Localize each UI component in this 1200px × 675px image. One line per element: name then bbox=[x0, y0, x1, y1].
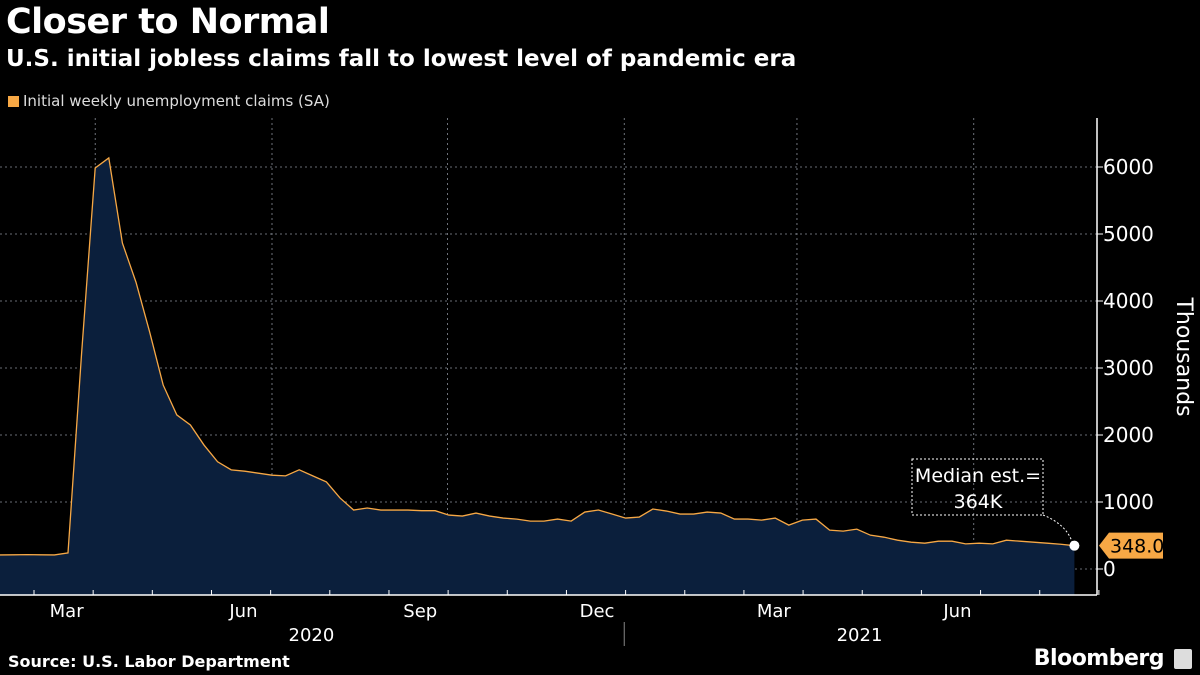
y-tick-labels: 0 1000 2000 3000 4000 5000 6000 bbox=[1103, 155, 1154, 581]
x-tick-label: Mar bbox=[50, 601, 85, 622]
median-annotation: Median est.= 364K bbox=[911, 458, 1074, 546]
brand-name: Bloomberg bbox=[1033, 646, 1165, 671]
bloomberg-chart-icon bbox=[1174, 648, 1192, 669]
series-area bbox=[0, 157, 1075, 595]
bloomberg-logo: Bloomberg bbox=[1034, 646, 1192, 671]
year-label: 2021 bbox=[837, 625, 883, 646]
x-tick-labels: Mar Jun Sep Dec Mar Jun 2020 2021 bbox=[50, 601, 972, 646]
axes bbox=[0, 118, 1103, 646]
last-point-marker bbox=[1069, 540, 1080, 551]
y-tick-label: 0 bbox=[1103, 557, 1116, 581]
y-tick-label: 1000 bbox=[1103, 490, 1154, 514]
y-tick-label: 5000 bbox=[1103, 222, 1154, 246]
x-tick-label: Dec bbox=[580, 601, 615, 622]
legend-label: Initial weekly unemployment claims (SA) bbox=[23, 92, 330, 110]
annotation-box bbox=[911, 458, 1044, 516]
chart-subtitle: U.S. initial jobless claims fall to lowe… bbox=[6, 46, 797, 72]
last-value-badge: 348.0 bbox=[1099, 532, 1164, 559]
annotation-leader bbox=[1042, 514, 1074, 546]
y-tick-label: 4000 bbox=[1103, 289, 1154, 313]
x-tick-label: Jun bbox=[228, 601, 257, 622]
annotation-line1: Median est.= bbox=[915, 465, 1041, 487]
legend-swatch-icon bbox=[8, 95, 19, 107]
series-line bbox=[0, 156, 1075, 556]
y-tick-label: 3000 bbox=[1103, 356, 1154, 380]
y-axis-label: Thousands bbox=[1171, 296, 1196, 416]
y-tick-label: 2000 bbox=[1103, 423, 1154, 447]
annotation-line2: 364K bbox=[954, 491, 1003, 513]
last-value-label: 348.0 bbox=[1110, 536, 1164, 558]
source-note: Source: U.S. Labor Department bbox=[8, 652, 290, 671]
x-tick-label: Sep bbox=[403, 601, 437, 622]
x-tick-label: Jun bbox=[942, 601, 971, 622]
chart-title: Closer to Normal bbox=[6, 2, 330, 42]
x-tick-label: Mar bbox=[757, 601, 792, 622]
legend: Initial weekly unemployment claims (SA) bbox=[8, 92, 330, 110]
year-label: 2020 bbox=[289, 625, 335, 646]
y-tick-label: 6000 bbox=[1103, 155, 1154, 179]
